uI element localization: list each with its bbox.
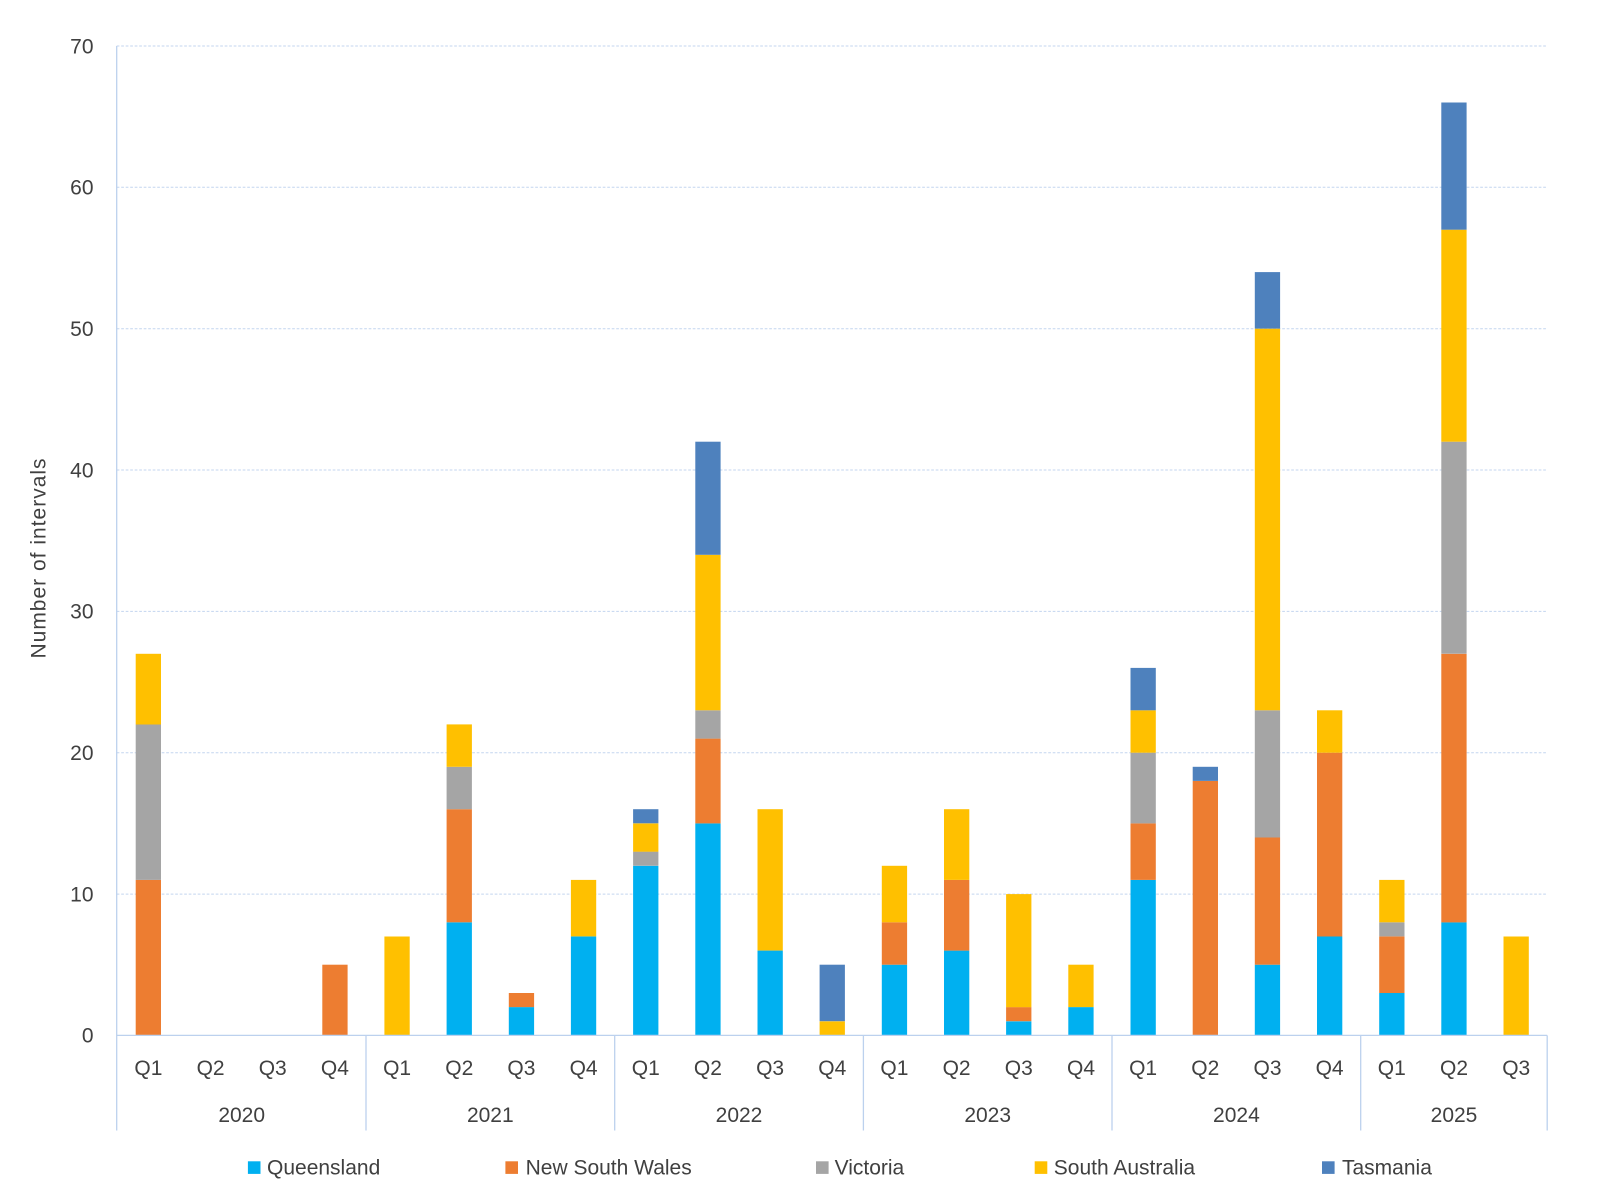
svg-text:Q2: Q2 xyxy=(445,1057,473,1080)
svg-text:70: 70 xyxy=(70,35,93,58)
svg-text:Q2: Q2 xyxy=(943,1057,971,1080)
svg-text:0: 0 xyxy=(82,1025,94,1048)
svg-text:Q3: Q3 xyxy=(756,1057,784,1080)
svg-text:2021: 2021 xyxy=(467,1104,514,1127)
svg-text:Q4: Q4 xyxy=(1316,1057,1344,1080)
svg-text:Q1: Q1 xyxy=(880,1057,908,1080)
svg-text:10: 10 xyxy=(70,883,93,906)
svg-text:Q1: Q1 xyxy=(1378,1057,1406,1080)
svg-text:Q2: Q2 xyxy=(197,1057,225,1080)
svg-text:40: 40 xyxy=(70,459,93,482)
svg-text:Q3: Q3 xyxy=(1502,1057,1530,1080)
svg-text:Q3: Q3 xyxy=(1253,1057,1281,1080)
svg-text:Q1: Q1 xyxy=(134,1057,162,1080)
svg-text:Q2: Q2 xyxy=(1191,1057,1219,1080)
svg-text:30: 30 xyxy=(70,601,93,624)
svg-text:60: 60 xyxy=(70,177,93,200)
svg-text:2025: 2025 xyxy=(1431,1104,1478,1127)
svg-text:Q3: Q3 xyxy=(259,1057,287,1080)
svg-text:Queensland: Queensland xyxy=(267,1156,380,1179)
svg-text:Q4: Q4 xyxy=(570,1057,598,1080)
svg-text:Q3: Q3 xyxy=(1005,1057,1033,1080)
svg-text:Q3: Q3 xyxy=(507,1057,535,1080)
svg-text:Q4: Q4 xyxy=(1067,1057,1095,1080)
svg-text:Q1: Q1 xyxy=(383,1057,411,1080)
svg-text:Q1: Q1 xyxy=(1129,1057,1157,1080)
svg-text:50: 50 xyxy=(70,318,93,341)
svg-text:2022: 2022 xyxy=(716,1104,763,1127)
svg-text:Number of intervals: Number of intervals xyxy=(28,457,51,658)
svg-text:Tasmania: Tasmania xyxy=(1342,1156,1432,1179)
svg-text:Q4: Q4 xyxy=(321,1057,349,1080)
svg-text:Victoria: Victoria xyxy=(835,1156,905,1179)
svg-text:20: 20 xyxy=(70,742,93,765)
svg-text:Q2: Q2 xyxy=(694,1057,722,1080)
svg-text:2024: 2024 xyxy=(1213,1104,1260,1127)
svg-text:New South Wales: New South Wales xyxy=(526,1156,692,1179)
svg-text:Q4: Q4 xyxy=(818,1057,846,1080)
svg-text:2023: 2023 xyxy=(964,1104,1011,1127)
svg-text:South Australia: South Australia xyxy=(1054,1156,1196,1179)
svg-text:Q1: Q1 xyxy=(632,1057,660,1080)
svg-text:2020: 2020 xyxy=(218,1104,265,1127)
svg-text:Q2: Q2 xyxy=(1440,1057,1468,1080)
